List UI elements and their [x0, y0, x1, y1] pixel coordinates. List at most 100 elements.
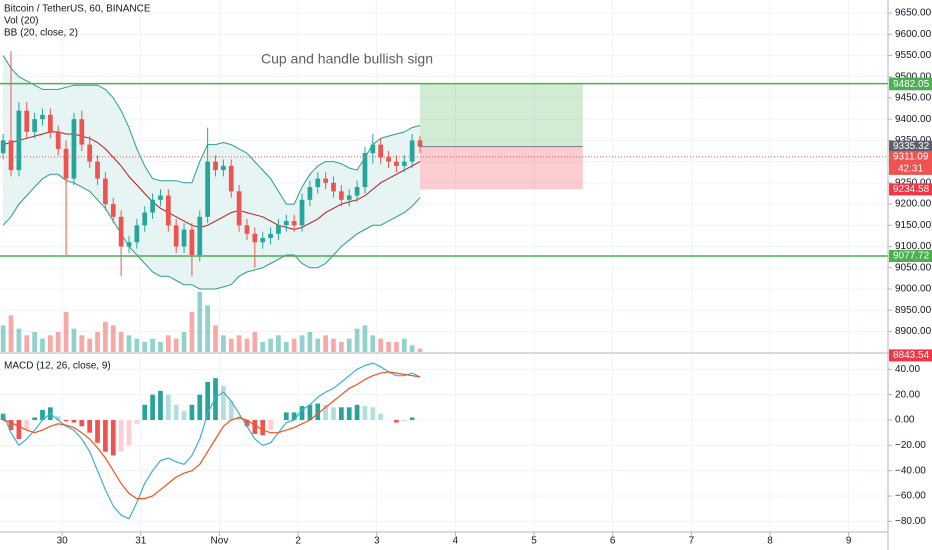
volume-bar [8, 315, 14, 352]
position-stop [420, 146, 583, 190]
volume-bar [307, 332, 313, 352]
volume-bar [71, 328, 77, 352]
macd-histogram-bar [150, 394, 155, 421]
volume-bar [409, 345, 415, 352]
bb-fill [3, 55, 420, 289]
macd-histogram-bar [354, 404, 360, 421]
candle-body [323, 178, 328, 183]
candle-body [40, 114, 45, 120]
volume-bar [95, 332, 100, 352]
volume-bar [244, 338, 250, 352]
candle-body [110, 204, 116, 217]
macd-line [2, 362, 421, 520]
macd-histogram-bar [409, 417, 415, 421]
macd-histogram-bar [142, 404, 148, 421]
macd-histogram-bar [189, 404, 195, 421]
volume-bar [417, 348, 423, 352]
macd-histogram-bar [299, 406, 305, 421]
candle-body [346, 195, 352, 200]
volume-bar [299, 335, 305, 352]
y-tick-label: 20.00 [895, 389, 920, 400]
macd-histogram-bar [24, 420, 30, 429]
volume-bar [24, 335, 30, 352]
volume-bar [221, 335, 226, 352]
candle-body [260, 238, 266, 243]
macd-histogram-bar [338, 407, 344, 421]
candle-body [181, 229, 187, 247]
plot [0, 51, 888, 520]
macd-histogram-bar [283, 412, 289, 421]
candle-body [378, 144, 384, 158]
candle-body [47, 114, 53, 132]
bb-band [2, 173, 421, 290]
volume-bar [205, 305, 211, 352]
price-label-box [889, 140, 932, 153]
volume-bar [87, 338, 93, 352]
volume-bar [47, 335, 53, 352]
candle-body [276, 225, 281, 234]
volume-bar [55, 332, 61, 352]
volume-bar [213, 325, 218, 352]
x-tick-label: 2 [295, 536, 301, 547]
y-tick-label: −20.00 [895, 440, 926, 451]
candle-body [189, 229, 195, 256]
volume-bar [189, 312, 195, 352]
candle-body [338, 191, 344, 200]
candle-body [244, 225, 250, 234]
volume-bar [126, 335, 132, 352]
macd-histogram-bar [134, 420, 140, 424]
x-tick-label: 9 [846, 536, 852, 547]
volume-bar [118, 332, 124, 352]
candle-body [291, 221, 297, 226]
macd-histogram-bar [221, 385, 226, 421]
candle-body [228, 165, 234, 192]
volume-bar [386, 342, 391, 352]
volume-bar [331, 338, 336, 352]
candle-body [362, 153, 368, 188]
x-tick-label: 7 [689, 536, 695, 547]
x-tick-label: 6 [610, 536, 616, 547]
candle-body [103, 178, 108, 205]
volume-bar [260, 342, 266, 352]
volume-bar [142, 342, 148, 352]
y-tick-label: 9550.00 [895, 50, 932, 61]
macd-histogram-bar [252, 420, 258, 434]
indicator-label: Vol (20) [4, 16, 38, 27]
volume-bar [346, 338, 352, 352]
volume-bar [158, 342, 163, 352]
x-tick-label: 31 [135, 536, 147, 547]
candle-body [236, 191, 242, 226]
candle-body [370, 144, 376, 154]
candle-body [8, 140, 14, 171]
grid [0, 0, 888, 532]
macd-histogram-bar [118, 420, 124, 452]
macd-histogram-bar [291, 412, 297, 421]
candle-body [165, 195, 171, 226]
macd-histogram-bar [0, 413, 6, 421]
price-label-box [889, 183, 932, 196]
macd-histogram-bar [32, 417, 37, 421]
volume-bar [378, 338, 384, 352]
x-tick-label: 4 [453, 536, 459, 547]
volume-bar [401, 338, 407, 352]
candle-body [299, 199, 305, 226]
price-label-box [889, 349, 932, 362]
candle-body [118, 216, 124, 247]
candle-body [197, 216, 203, 256]
candle-body [16, 110, 22, 171]
volume-bar [0, 325, 6, 352]
x-tick-label: Nov [211, 536, 229, 547]
candle-body [221, 165, 226, 171]
macd-histogram-bar [103, 420, 108, 452]
volume-bar [236, 335, 242, 352]
candle-body [0, 140, 6, 154]
countdown-label: 42:31 [898, 164, 923, 175]
price-label: 9335.32 [893, 141, 930, 152]
y-tick-label: −40.00 [895, 465, 926, 476]
candle-body [173, 225, 179, 247]
volume-bar [197, 292, 203, 352]
position-target [420, 83, 583, 147]
volume-bar [63, 312, 69, 352]
